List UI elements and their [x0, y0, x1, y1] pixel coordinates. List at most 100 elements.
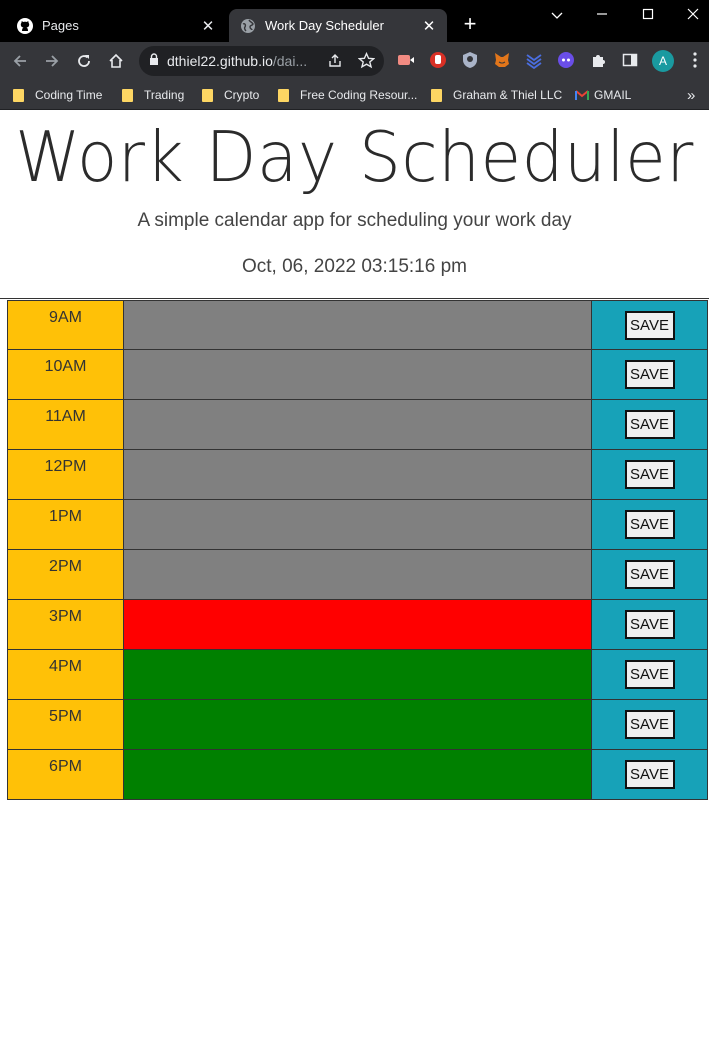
- event-description-field[interactable]: [123, 750, 591, 800]
- hour-label: 11AM: [7, 400, 123, 450]
- save-cell: SAVE: [591, 350, 708, 400]
- bookmark-label: Trading: [144, 88, 185, 102]
- address-bar[interactable]: dthiel22.github.io/dai...: [139, 46, 384, 76]
- close-window-icon[interactable]: [681, 2, 705, 28]
- bookmark-trading[interactable]: Trading: [122, 85, 184, 105]
- save-button[interactable]: SAVE: [624, 460, 675, 489]
- tab-search-icon[interactable]: [545, 2, 569, 28]
- new-tab-button[interactable]: +: [463, 11, 477, 36]
- minimize-icon[interactable]: [590, 2, 614, 28]
- save-button[interactable]: SAVE: [624, 560, 675, 589]
- event-description-field[interactable]: [123, 450, 591, 500]
- save-cell: SAVE: [591, 300, 708, 350]
- kebab-menu-icon[interactable]: [685, 50, 705, 70]
- close-tab-icon[interactable]: ✕: [422, 17, 436, 35]
- time-block-row: 10AM SAVE: [7, 350, 708, 400]
- extension-stop-icon[interactable]: [428, 50, 448, 70]
- hour-label: 1PM: [7, 500, 123, 550]
- time-block-row: 5PM SAVE: [7, 700, 708, 750]
- gmail-icon: [575, 89, 589, 101]
- save-cell: SAVE: [591, 600, 708, 650]
- hour-label: 9AM: [7, 300, 123, 350]
- event-description-field[interactable]: [123, 500, 591, 550]
- hour-label: 6PM: [7, 750, 123, 800]
- current-day: Oct, 06, 2022 03:15:16 pm: [242, 256, 467, 277]
- extension-bot-icon[interactable]: [556, 50, 576, 70]
- hour-label: 3PM: [7, 600, 123, 650]
- event-description-field[interactable]: [123, 650, 591, 700]
- bookmark-label: Free Coding Resour...: [300, 88, 418, 102]
- bookmark-label: Graham & Thiel LLC: [453, 88, 563, 102]
- hour-label: 5PM: [7, 700, 123, 750]
- save-button[interactable]: SAVE: [624, 710, 675, 739]
- save-cell: SAVE: [591, 450, 708, 500]
- time-block-row: 2PM SAVE: [7, 550, 708, 600]
- event-description-field[interactable]: [123, 600, 591, 650]
- tab-title: Pages: [42, 18, 79, 33]
- time-block-row: 9AM SAVE: [7, 300, 708, 350]
- back-icon[interactable]: [8, 49, 32, 73]
- metamask-fox-icon[interactable]: [492, 50, 512, 70]
- extension-shield-icon[interactable]: [460, 50, 480, 70]
- url-text: dthiel22.github.io/dai...: [167, 53, 307, 69]
- save-button[interactable]: SAVE: [624, 360, 675, 389]
- bookmark-crypto[interactable]: Crypto: [202, 85, 259, 105]
- url-host: dthiel22.github.io: [167, 53, 273, 69]
- reload-icon[interactable]: [72, 49, 96, 73]
- home-icon[interactable]: [104, 49, 128, 73]
- bookmark-graham-thiel[interactable]: Graham & Thiel LLC: [431, 85, 562, 105]
- save-cell: SAVE: [591, 650, 708, 700]
- save-cell: SAVE: [591, 400, 708, 450]
- forward-icon[interactable]: [40, 49, 64, 73]
- time-block-row: 12PM SAVE: [7, 450, 708, 500]
- event-description-field[interactable]: [123, 550, 591, 600]
- save-button[interactable]: SAVE: [624, 510, 675, 539]
- hour-label: 4PM: [7, 650, 123, 700]
- event-description-field[interactable]: [123, 350, 591, 400]
- time-block-row: 6PM SAVE: [7, 750, 708, 800]
- tab-strip: Pages ✕ Work Day Scheduler ✕ +: [0, 0, 709, 42]
- profile-avatar[interactable]: A: [652, 50, 674, 72]
- bookmark-coding-time[interactable]: Coding Time: [13, 85, 102, 105]
- event-description-field[interactable]: [123, 700, 591, 750]
- folder-icon: [431, 88, 442, 102]
- browser-toolbar: dthiel22.github.io/dai... A: [0, 42, 709, 80]
- bookmark-gmail[interactable]: GMAIL: [575, 85, 631, 105]
- time-block-row: 3PM SAVE: [7, 600, 708, 650]
- tab-pages[interactable]: Pages ✕: [0, 9, 226, 42]
- save-button[interactable]: SAVE: [624, 760, 675, 789]
- save-cell: SAVE: [591, 700, 708, 750]
- bookmark-label: Crypto: [224, 88, 260, 102]
- save-button[interactable]: SAVE: [624, 660, 675, 689]
- time-block-row: 11AM SAVE: [7, 400, 708, 450]
- globe-icon: [239, 17, 257, 35]
- extension-video-icon[interactable]: [396, 50, 416, 70]
- url-path: /dai...: [272, 53, 308, 69]
- save-cell: SAVE: [591, 750, 708, 800]
- folder-icon: [13, 88, 24, 102]
- hour-label: 2PM: [7, 550, 123, 600]
- bookmarks-overflow-icon[interactable]: »: [687, 86, 696, 104]
- tab-work-day-scheduler[interactable]: Work Day Scheduler ✕: [229, 9, 447, 42]
- save-button[interactable]: SAVE: [624, 410, 675, 439]
- folder-icon: [278, 88, 289, 102]
- bookmark-star-icon[interactable]: [357, 51, 376, 74]
- maximize-icon[interactable]: [636, 2, 660, 28]
- side-panel-icon[interactable]: [620, 50, 640, 70]
- page-subtitle: A simple calendar app for scheduling you…: [137, 210, 572, 231]
- time-block-row: 4PM SAVE: [7, 650, 708, 700]
- extensions-puzzle-icon[interactable]: [588, 50, 608, 70]
- event-description-field[interactable]: [123, 300, 591, 350]
- folder-icon: [122, 88, 133, 102]
- page-title: Work Day Scheduler: [15, 117, 694, 198]
- extension-layers-icon[interactable]: [524, 50, 544, 70]
- save-button[interactable]: SAVE: [624, 610, 675, 639]
- share-icon[interactable]: [327, 53, 343, 74]
- save-button[interactable]: SAVE: [624, 310, 675, 340]
- save-cell: SAVE: [591, 500, 708, 550]
- event-description-field[interactable]: [123, 400, 591, 450]
- bookmark-free-coding-resources[interactable]: Free Coding Resour...: [278, 85, 417, 105]
- close-tab-icon[interactable]: ✕: [201, 17, 215, 35]
- header: Work Day Scheduler A simple calendar app…: [0, 111, 709, 299]
- github-icon: [16, 17, 34, 35]
